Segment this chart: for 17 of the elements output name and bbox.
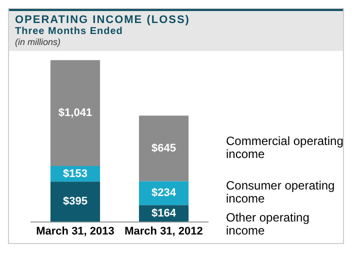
bar [50,182,100,222]
data-label: $395 [63,196,88,208]
text: Commercial operating income [226,134,344,161]
text: (in millions) [15,37,62,47]
data-label: $234 [152,187,177,200]
data-label: $164 [152,207,177,220]
x-tick-label: March 31, 2013 [36,225,114,238]
text: Consumer operating income [226,178,335,206]
text: Other operating income [226,210,310,238]
chart-title: OPERATING INCOME (LOSS) [15,14,191,26]
data-label: $645 [152,142,176,155]
data-label: $153 [63,168,88,180]
bar [138,116,189,182]
chart-subtitle: Three Months Ended [15,26,124,37]
data-label: $1,041 [58,107,92,120]
bar [50,60,100,166]
x-tick-label: March 31, 2012 [124,225,203,238]
